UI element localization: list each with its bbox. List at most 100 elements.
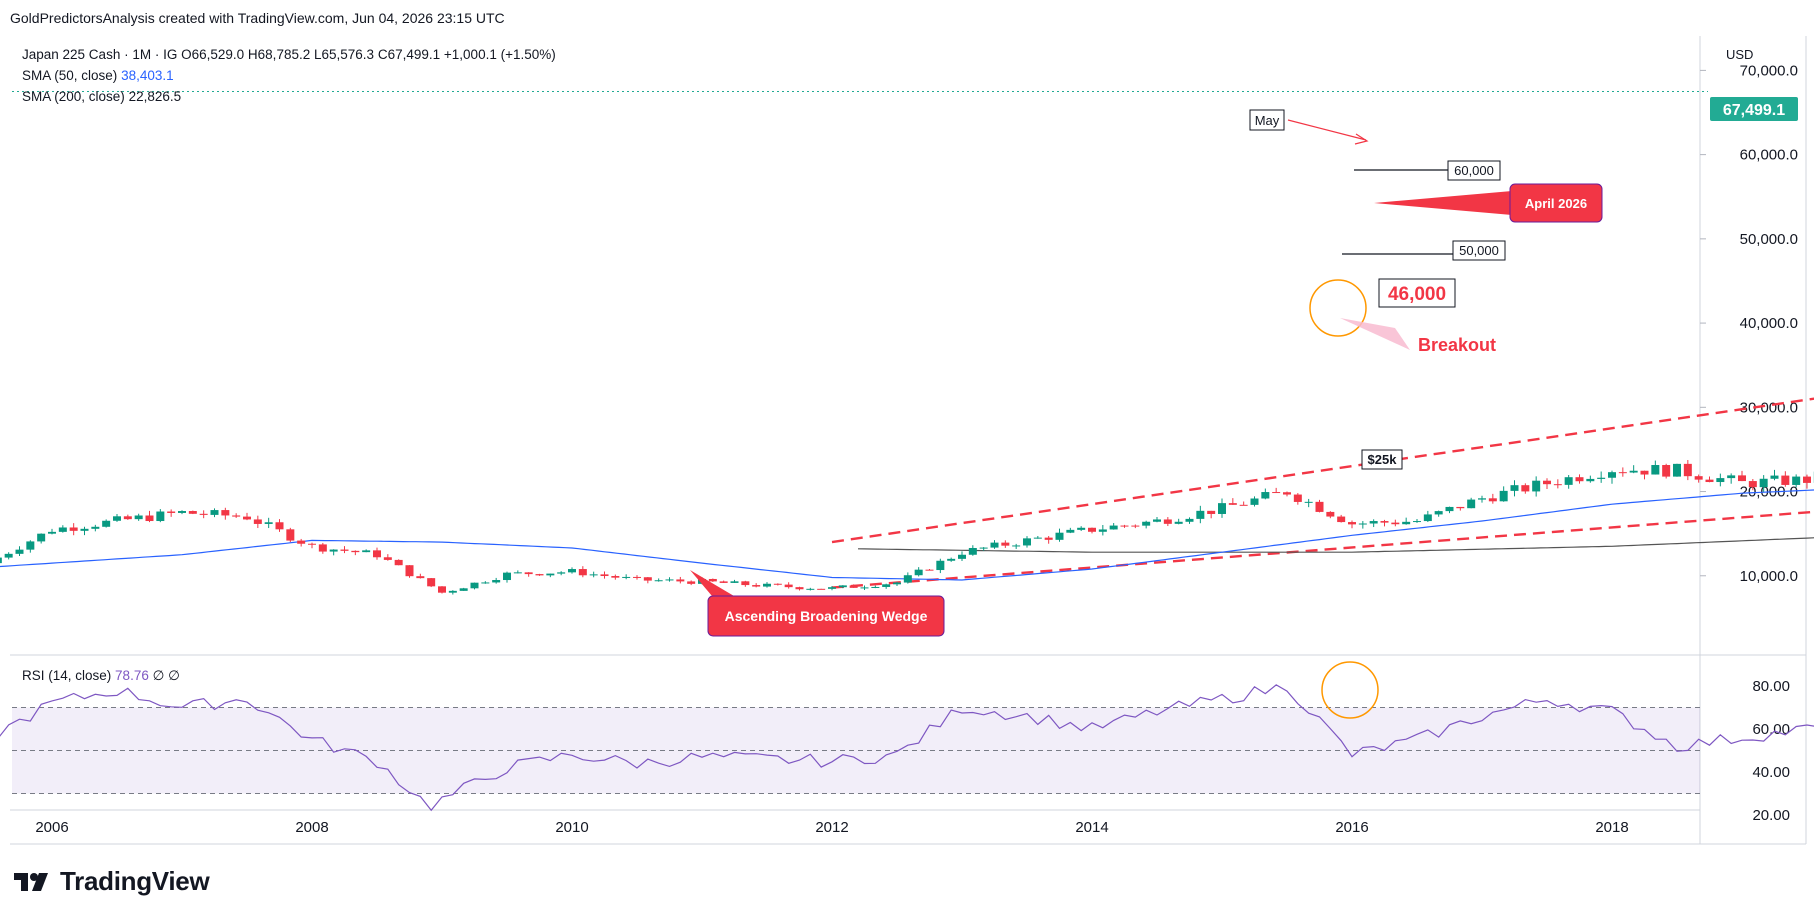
candle[interactable] <box>806 587 815 591</box>
candle[interactable] <box>1088 527 1096 534</box>
candle[interactable] <box>1662 463 1671 479</box>
candle[interactable] <box>1001 540 1010 548</box>
candle[interactable] <box>1369 519 1378 528</box>
candle[interactable] <box>1163 517 1172 527</box>
candle[interactable] <box>1553 479 1562 489</box>
breakout-circle[interactable] <box>1309 279 1367 337</box>
candle[interactable] <box>1109 523 1118 530</box>
candle[interactable] <box>936 558 945 574</box>
candle[interactable] <box>1618 467 1627 477</box>
candle[interactable] <box>188 510 197 515</box>
candle[interactable] <box>80 526 89 536</box>
candle[interactable] <box>318 542 327 554</box>
candle[interactable] <box>730 579 739 584</box>
candle[interactable] <box>221 507 230 520</box>
candle[interactable] <box>448 590 457 595</box>
candle[interactable] <box>1488 493 1497 504</box>
candle[interactable] <box>1185 517 1194 524</box>
candle[interactable] <box>1239 501 1248 506</box>
candle[interactable] <box>654 578 663 582</box>
candle[interactable] <box>1597 471 1606 483</box>
candle[interactable] <box>15 546 24 557</box>
candle[interactable] <box>503 571 511 583</box>
candle[interactable] <box>243 512 251 521</box>
rsi-highlight-circle[interactable] <box>1321 661 1379 719</box>
candle[interactable] <box>1640 470 1649 480</box>
candle[interactable] <box>882 583 891 589</box>
candle[interactable] <box>708 578 717 582</box>
candle[interactable] <box>611 574 620 580</box>
candle[interactable] <box>849 584 858 588</box>
candle[interactable] <box>524 572 533 577</box>
candle[interactable] <box>58 525 67 533</box>
candle[interactable] <box>416 573 425 579</box>
candle[interactable] <box>1759 475 1768 492</box>
candle[interactable] <box>1033 535 1042 539</box>
sma50-legend-row[interactable]: SMA (50, close) 38,403.1 <box>22 65 556 86</box>
ascending-broadening-wedge[interactable] <box>831 273 1814 589</box>
candle[interactable] <box>1207 510 1216 519</box>
candle[interactable] <box>1586 475 1595 483</box>
candle[interactable] <box>394 559 403 566</box>
candle[interactable] <box>113 514 121 522</box>
candle[interactable] <box>91 524 100 532</box>
candle[interactable] <box>167 509 176 517</box>
candle[interactable] <box>1738 470 1746 482</box>
candle[interactable] <box>1131 524 1140 529</box>
candle[interactable] <box>838 585 847 589</box>
candle[interactable] <box>1748 479 1757 491</box>
candle[interactable] <box>1683 459 1692 481</box>
candle[interactable] <box>470 582 479 590</box>
candle[interactable] <box>947 557 956 562</box>
candle[interactable] <box>1250 496 1259 507</box>
wedge-callout[interactable]: Ascending Broadening Wedge <box>690 570 945 637</box>
candle[interactable] <box>481 581 490 584</box>
candle[interactable] <box>687 580 696 586</box>
candle[interactable] <box>1304 498 1313 508</box>
candle[interactable] <box>622 574 631 580</box>
level-50k-callout[interactable]: 50,000 <box>1342 240 1506 261</box>
candle[interactable] <box>557 571 566 576</box>
candle[interactable] <box>665 577 674 582</box>
candle[interactable] <box>1727 473 1736 484</box>
sma-200-line[interactable] <box>857 468 1814 553</box>
candle[interactable] <box>568 567 576 574</box>
candle[interactable] <box>1261 488 1270 500</box>
candle[interactable] <box>1521 483 1530 494</box>
candle[interactable] <box>1434 510 1443 517</box>
candle[interactable] <box>199 510 208 519</box>
candle[interactable] <box>1402 517 1411 525</box>
candle[interactable] <box>1153 517 1161 523</box>
candle[interactable] <box>0 556 2 564</box>
candle[interactable] <box>1391 519 1400 527</box>
candle[interactable] <box>459 587 468 591</box>
candlestick-series[interactable] <box>0 112 1814 595</box>
candle[interactable] <box>600 571 609 579</box>
candle[interactable] <box>1293 493 1302 505</box>
candle[interactable] <box>1770 469 1779 481</box>
candle[interactable] <box>373 547 381 560</box>
level-25k-callout[interactable]: $25k <box>1361 449 1403 470</box>
candle[interactable] <box>438 586 446 594</box>
candle[interactable] <box>1283 491 1291 497</box>
candle[interactable] <box>1077 526 1086 531</box>
currency-label[interactable]: USD <box>1726 47 1753 62</box>
candle[interactable] <box>719 580 728 583</box>
rsi-line[interactable] <box>0 682 1814 812</box>
sma-200-path[interactable] <box>857 468 1814 553</box>
candle[interactable] <box>1532 476 1541 497</box>
wedge-lower-line[interactable] <box>831 445 1814 589</box>
candle[interactable] <box>1543 478 1551 490</box>
candle[interactable] <box>741 580 750 587</box>
candle[interactable] <box>817 588 826 590</box>
candle[interactable] <box>589 571 598 578</box>
candle[interactable] <box>1456 506 1465 511</box>
candle[interactable] <box>1228 498 1237 505</box>
level-46k-callout[interactable]: 46,000 <box>1378 278 1456 308</box>
tradingview-logo[interactable]: TradingView <box>12 866 210 897</box>
april-2026-callout[interactable]: April 2026 <box>1374 183 1603 223</box>
candle[interactable] <box>1055 528 1064 542</box>
candle[interactable] <box>286 527 295 543</box>
candle[interactable] <box>123 514 132 520</box>
candle[interactable] <box>383 554 392 561</box>
